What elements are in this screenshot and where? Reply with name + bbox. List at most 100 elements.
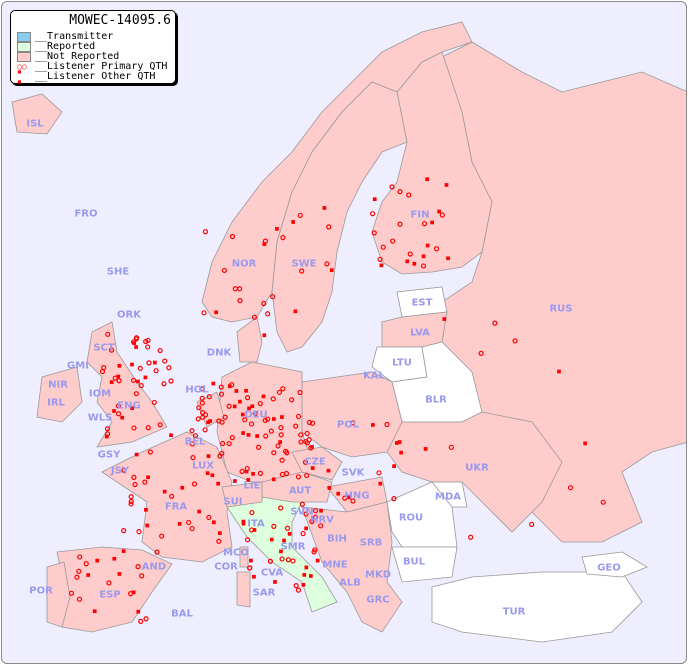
country-label-isl: ISL	[26, 118, 44, 130]
listener-primary-marker	[206, 514, 212, 521]
country-label-rou: ROU	[398, 512, 424, 524]
country-label-deu: DEU	[244, 409, 268, 421]
listener-primary-marker	[390, 238, 396, 244]
listener-primary-marker	[220, 440, 226, 447]
listener-other-marker	[153, 360, 157, 365]
listener-other-marker	[112, 409, 116, 413]
listener-primary-marker	[297, 212, 303, 219]
country-label-lva: LVA	[410, 327, 430, 339]
listener-other-marker	[261, 394, 266, 399]
listener-other-marker	[246, 433, 251, 437]
listener-primary-marker	[189, 525, 195, 532]
listener-primary-marker	[151, 399, 157, 406]
listener-primary-marker	[257, 400, 263, 407]
listener-primary-marker	[216, 538, 222, 544]
listener-primary-marker	[226, 440, 232, 447]
listener-primary-marker	[261, 300, 267, 307]
country-label-blr: BLR	[425, 394, 447, 406]
listener-primary-marker	[263, 433, 269, 439]
listener-primary-marker	[191, 481, 198, 487]
country-pol	[301, 371, 403, 458]
listener-other-marker	[249, 558, 253, 563]
country-label-svk: SVK	[341, 467, 365, 479]
listener-primary-marker	[128, 501, 134, 507]
listener-primary-marker	[218, 384, 224, 390]
listener-other-marker	[86, 573, 91, 577]
country-label-sct: SCT	[93, 342, 115, 354]
listener-primary-marker	[104, 426, 111, 432]
listener-primary-marker	[306, 419, 313, 426]
country-label-fin: FIN	[410, 209, 430, 221]
listener-other-marker	[301, 582, 306, 587]
listener-other-marker	[293, 309, 298, 314]
listener-primary-marker	[306, 437, 312, 443]
listener-primary-marker	[267, 558, 273, 564]
country-label-hng: HNG	[344, 490, 370, 502]
listener-other-marker	[162, 489, 167, 494]
listener-other-marker	[180, 485, 185, 490]
country-label-geo: GEO	[597, 562, 621, 574]
country-label-gmi: GMI	[67, 360, 89, 372]
country-label-ork: ORK	[117, 309, 141, 321]
listener-other-marker	[444, 183, 449, 187]
listener-primary-marker	[222, 414, 228, 420]
listener-primary-marker	[135, 564, 141, 570]
legend-swatch	[17, 32, 31, 42]
listener-primary-marker	[309, 420, 316, 426]
listener-primary-marker	[312, 508, 319, 514]
listener-primary-marker	[376, 470, 382, 476]
legend-label: __Listener Primary QTH	[35, 61, 168, 72]
listener-other-marker	[273, 580, 277, 584]
listener-primary-marker	[138, 618, 144, 624]
listener-primary-marker	[190, 455, 196, 461]
listener-primary-marker	[420, 263, 427, 269]
listener-other-marker	[112, 556, 117, 561]
country-label-bal: BAL	[171, 608, 193, 620]
legend-swatch	[17, 42, 31, 52]
listener-primary-marker	[280, 235, 286, 241]
listener-primary-marker	[397, 189, 403, 195]
listener-other-marker	[117, 572, 122, 576]
listener-other-marker	[399, 450, 403, 455]
country-label-dnk: DNK	[206, 347, 232, 359]
listener-primary-marker	[133, 336, 139, 342]
listener-primary-marker	[350, 420, 356, 426]
listener-primary-marker	[304, 472, 310, 479]
listener-primary-marker	[68, 590, 75, 596]
listener-primary-marker	[218, 391, 225, 397]
listener-primary-marker	[397, 221, 403, 227]
listener-other-marker	[232, 404, 237, 409]
country-label-tur: TUR	[502, 606, 526, 618]
listener-primary-marker	[433, 246, 440, 252]
listener-other-marker	[557, 369, 561, 374]
listener-other-marker	[309, 574, 313, 578]
country-label-sui: SUI	[223, 496, 243, 508]
listener-primary-marker	[139, 573, 145, 579]
listener-other-marker	[241, 521, 246, 526]
listener-primary-marker	[311, 549, 317, 555]
listener-other-marker	[217, 531, 222, 535]
listener-primary-marker	[76, 568, 82, 574]
listener-primary-marker	[249, 509, 255, 516]
country-label-smr: SMR	[280, 541, 306, 553]
country-ukr	[386, 411, 563, 533]
listener-other-marker	[92, 609, 97, 614]
listener-other-marker	[430, 220, 435, 225]
listener-other-marker	[327, 486, 332, 490]
listener-other-marker	[287, 532, 292, 536]
listener-primary-marker	[295, 587, 302, 593]
country-label-grc: GRC	[366, 594, 390, 606]
listener-other-marker	[109, 380, 114, 384]
listener-primary-marker	[206, 394, 212, 400]
listener-other-marker	[304, 526, 308, 531]
map-title: MOWEC-14095.6	[69, 13, 171, 28]
legend-item: __Transmitter	[17, 32, 113, 42]
listener-primary-marker	[279, 457, 285, 463]
listener-other-marker	[251, 472, 255, 476]
country-isl	[11, 93, 63, 135]
listener-primary-marker	[262, 238, 269, 244]
country-geo	[581, 551, 648, 578]
listener-other-marker	[302, 573, 307, 577]
country-label-kal: KAL	[363, 370, 385, 382]
country-label-hol: HOL	[185, 384, 209, 396]
